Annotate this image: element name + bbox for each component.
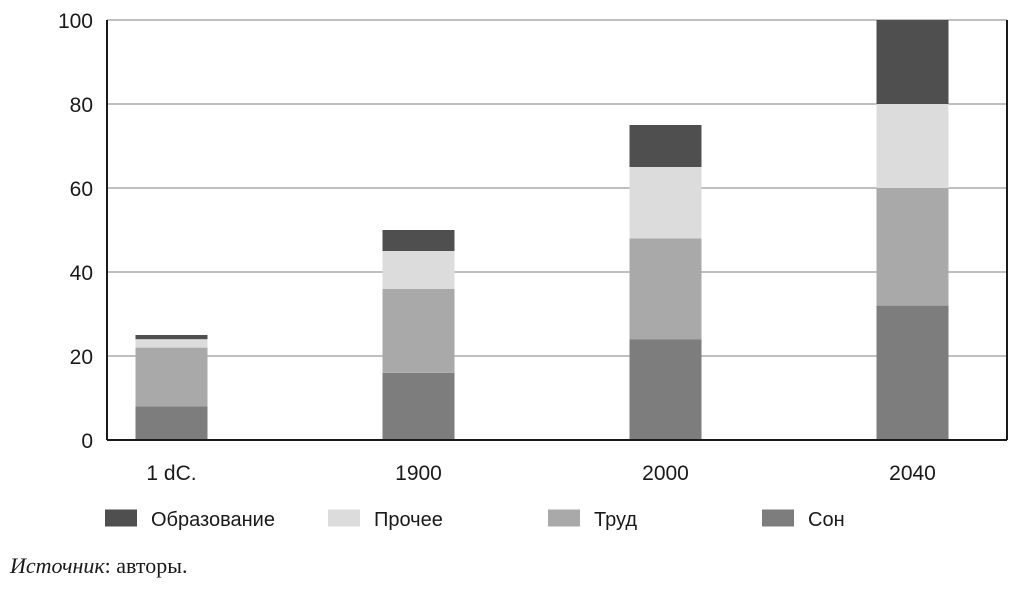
axes [106,20,1008,441]
bar-segment [876,20,949,104]
y-tick-label: 60 [70,178,93,201]
x-tick-label: 1900 [395,462,442,485]
bar-segment [382,372,455,440]
bar-segment [876,104,949,188]
bar-segment [629,167,702,239]
legend: Образование Прочее Труд Сон [105,509,845,531]
bar-segment [629,339,702,440]
bar-segment [135,347,208,407]
legend-swatch [105,509,137,527]
bar-segment [876,188,949,306]
y-tick-labels: 0 20 40 60 80 100 [58,10,93,453]
bar-segment [629,125,702,167]
legend-swatch [328,509,360,527]
bar-segment [629,238,702,340]
x-tick-labels: 1 dC. 1900 2000 2040 [146,462,935,485]
y-tick-label: 20 [70,346,93,369]
bar-segment [135,335,208,340]
bar-stack [135,335,208,440]
y-tick-label: 100 [58,10,93,33]
bar-stack [876,20,949,440]
legend-item: Сон [762,509,845,531]
bar-segment [876,305,949,440]
x-tick-label: 2040 [889,462,936,485]
x-tick-label: 1 dC. [146,462,196,485]
bar-segment [382,251,455,289]
source-lead: Источник [10,553,105,578]
legend-label: Труд [594,509,637,531]
bar-segment [135,339,208,348]
y-tick-label: 40 [70,262,93,285]
legend-swatch [548,509,580,527]
legend-swatch [762,509,794,527]
bars [135,20,949,440]
bar-segment [382,288,455,373]
bar-segment [382,230,455,251]
gridlines [107,19,1007,441]
y-tick-label: 80 [70,94,93,117]
x-tick-label: 2000 [642,462,689,485]
bar-stack [382,230,455,440]
bar-segment [135,406,208,440]
source-text: : авторы. [104,553,188,578]
legend-label: Сон [808,509,845,531]
legend-label: Образование [151,509,275,531]
legend-label: Прочее [374,509,443,531]
y-tick-label: 0 [81,430,93,453]
source-note: Источник: авторы. [10,553,188,579]
legend-item: Труд [548,509,637,531]
legend-item: Образование [105,509,275,531]
legend-item: Прочее [328,509,443,531]
bar-stack [629,125,702,440]
